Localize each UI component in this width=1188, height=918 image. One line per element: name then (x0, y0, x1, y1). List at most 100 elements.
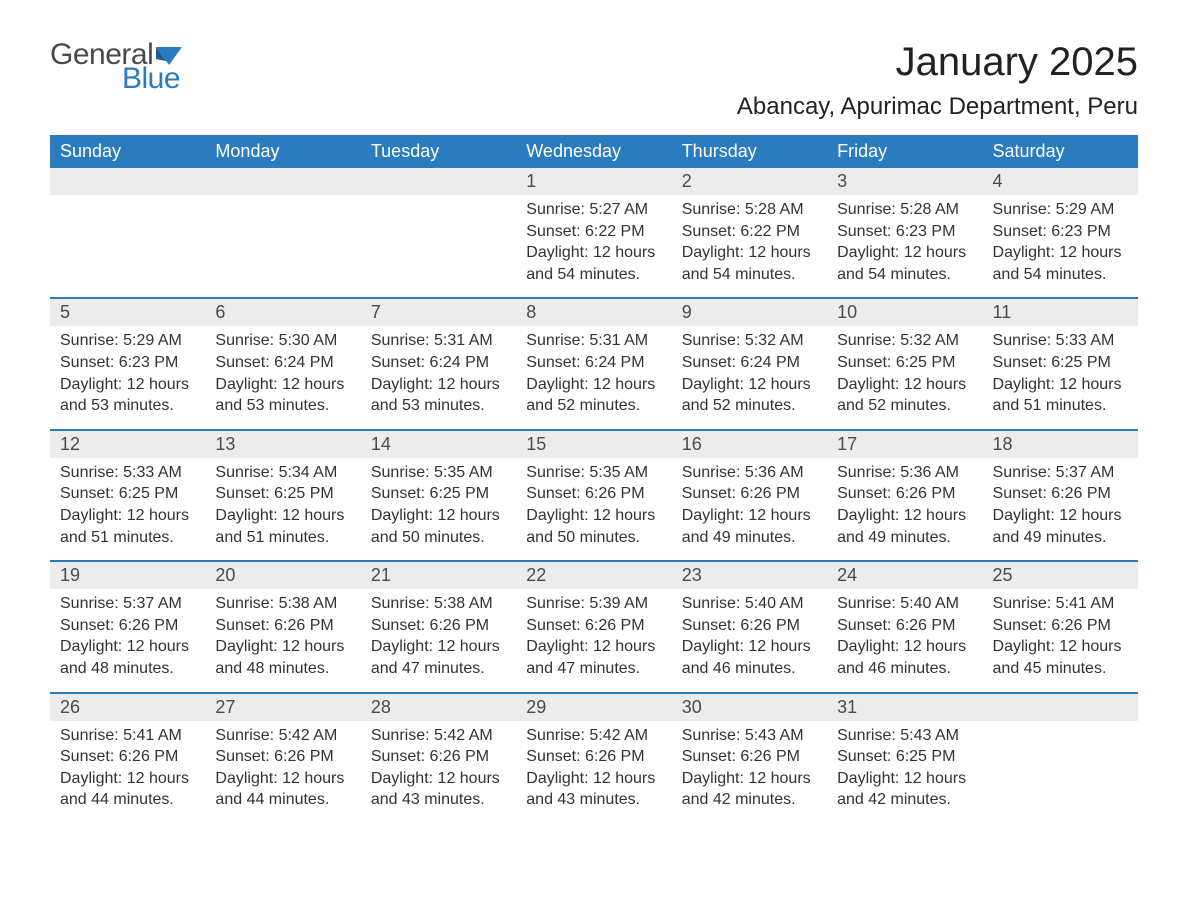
day-cell (205, 168, 360, 297)
day-details: Sunrise: 5:40 AMSunset: 6:26 PMDaylight:… (672, 589, 827, 679)
day-number: 21 (361, 562, 516, 589)
daylight-text: Daylight: 12 hours and 47 minutes. (526, 636, 661, 679)
sunrise-text: Sunrise: 5:40 AM (682, 593, 817, 615)
sunrise-text: Sunrise: 5:28 AM (682, 199, 817, 221)
daylight-text: Daylight: 12 hours and 46 minutes. (837, 636, 972, 679)
sunset-text: Sunset: 6:24 PM (215, 352, 350, 374)
sunset-text: Sunset: 6:26 PM (837, 615, 972, 637)
sunset-text: Sunset: 6:26 PM (993, 483, 1128, 505)
sunrise-text: Sunrise: 5:41 AM (60, 725, 195, 747)
day-cell: 1Sunrise: 5:27 AMSunset: 6:22 PMDaylight… (516, 168, 671, 297)
sunrise-text: Sunrise: 5:43 AM (682, 725, 817, 747)
daylight-text: Daylight: 12 hours and 54 minutes. (682, 242, 817, 285)
day-cell: 23Sunrise: 5:40 AMSunset: 6:26 PMDayligh… (672, 562, 827, 691)
sunset-text: Sunset: 6:26 PM (682, 615, 817, 637)
day-number: 12 (50, 431, 205, 458)
day-cell: 14Sunrise: 5:35 AMSunset: 6:25 PMDayligh… (361, 431, 516, 560)
day-details: Sunrise: 5:43 AMSunset: 6:26 PMDaylight:… (672, 721, 827, 811)
sunrise-text: Sunrise: 5:40 AM (837, 593, 972, 615)
calendar: SundayMondayTuesdayWednesdayThursdayFrid… (50, 135, 1138, 823)
day-number: 24 (827, 562, 982, 589)
day-cell: 27Sunrise: 5:42 AMSunset: 6:26 PMDayligh… (205, 694, 360, 823)
day-details: Sunrise: 5:41 AMSunset: 6:26 PMDaylight:… (50, 721, 205, 811)
sunrise-text: Sunrise: 5:37 AM (993, 462, 1128, 484)
daylight-text: Daylight: 12 hours and 54 minutes. (526, 242, 661, 285)
day-details: Sunrise: 5:38 AMSunset: 6:26 PMDaylight:… (361, 589, 516, 679)
sunset-text: Sunset: 6:26 PM (837, 483, 972, 505)
day-number: 23 (672, 562, 827, 589)
daylight-text: Daylight: 12 hours and 42 minutes. (837, 768, 972, 811)
daylight-text: Daylight: 12 hours and 50 minutes. (371, 505, 506, 548)
day-details: Sunrise: 5:36 AMSunset: 6:26 PMDaylight:… (672, 458, 827, 548)
sunrise-text: Sunrise: 5:43 AM (837, 725, 972, 747)
sunset-text: Sunset: 6:26 PM (682, 483, 817, 505)
day-number: 25 (983, 562, 1138, 589)
daylight-text: Daylight: 12 hours and 44 minutes. (215, 768, 350, 811)
day-cell (50, 168, 205, 297)
sunrise-text: Sunrise: 5:32 AM (682, 330, 817, 352)
day-number: 15 (516, 431, 671, 458)
sunrise-text: Sunrise: 5:37 AM (60, 593, 195, 615)
sunset-text: Sunset: 6:26 PM (526, 746, 661, 768)
day-details: Sunrise: 5:40 AMSunset: 6:26 PMDaylight:… (827, 589, 982, 679)
day-cell: 25Sunrise: 5:41 AMSunset: 6:26 PMDayligh… (983, 562, 1138, 691)
day-details: Sunrise: 5:37 AMSunset: 6:26 PMDaylight:… (983, 458, 1138, 548)
sunrise-text: Sunrise: 5:42 AM (215, 725, 350, 747)
sunrise-text: Sunrise: 5:32 AM (837, 330, 972, 352)
week-row: 1Sunrise: 5:27 AMSunset: 6:22 PMDaylight… (50, 168, 1138, 297)
day-number: 13 (205, 431, 360, 458)
sunset-text: Sunset: 6:26 PM (682, 746, 817, 768)
day-details: Sunrise: 5:33 AMSunset: 6:25 PMDaylight:… (983, 326, 1138, 416)
day-number: 20 (205, 562, 360, 589)
day-details: Sunrise: 5:35 AMSunset: 6:25 PMDaylight:… (361, 458, 516, 548)
sunrise-text: Sunrise: 5:39 AM (526, 593, 661, 615)
day-number: 2 (672, 168, 827, 195)
day-cell: 26Sunrise: 5:41 AMSunset: 6:26 PMDayligh… (50, 694, 205, 823)
sunrise-text: Sunrise: 5:30 AM (215, 330, 350, 352)
day-details: Sunrise: 5:31 AMSunset: 6:24 PMDaylight:… (516, 326, 671, 416)
day-cell: 29Sunrise: 5:42 AMSunset: 6:26 PMDayligh… (516, 694, 671, 823)
day-details: Sunrise: 5:39 AMSunset: 6:26 PMDaylight:… (516, 589, 671, 679)
daylight-text: Daylight: 12 hours and 43 minutes. (526, 768, 661, 811)
day-cell: 11Sunrise: 5:33 AMSunset: 6:25 PMDayligh… (983, 299, 1138, 428)
sunset-text: Sunset: 6:26 PM (371, 746, 506, 768)
sunrise-text: Sunrise: 5:34 AM (215, 462, 350, 484)
day-header: Monday (205, 135, 360, 168)
day-number (205, 168, 360, 195)
day-number (50, 168, 205, 195)
sunset-text: Sunset: 6:24 PM (526, 352, 661, 374)
daylight-text: Daylight: 12 hours and 49 minutes. (682, 505, 817, 548)
day-cell: 28Sunrise: 5:42 AMSunset: 6:26 PMDayligh… (361, 694, 516, 823)
daylight-text: Daylight: 12 hours and 50 minutes. (526, 505, 661, 548)
day-cell: 3Sunrise: 5:28 AMSunset: 6:23 PMDaylight… (827, 168, 982, 297)
sunrise-text: Sunrise: 5:27 AM (526, 199, 661, 221)
day-number: 27 (205, 694, 360, 721)
day-number: 31 (827, 694, 982, 721)
day-number: 22 (516, 562, 671, 589)
day-cell (361, 168, 516, 297)
sunset-text: Sunset: 6:25 PM (993, 352, 1128, 374)
sunrise-text: Sunrise: 5:42 AM (526, 725, 661, 747)
day-cell: 2Sunrise: 5:28 AMSunset: 6:22 PMDaylight… (672, 168, 827, 297)
day-number: 8 (516, 299, 671, 326)
logo-text-blue: Blue (122, 64, 182, 94)
day-cell: 30Sunrise: 5:43 AMSunset: 6:26 PMDayligh… (672, 694, 827, 823)
day-cell: 13Sunrise: 5:34 AMSunset: 6:25 PMDayligh… (205, 431, 360, 560)
daylight-text: Daylight: 12 hours and 53 minutes. (215, 374, 350, 417)
daylight-text: Daylight: 12 hours and 43 minutes. (371, 768, 506, 811)
title-block: January 2025 Abancay, Apurimac Departmen… (737, 40, 1138, 121)
week-row: 12Sunrise: 5:33 AMSunset: 6:25 PMDayligh… (50, 429, 1138, 560)
sunrise-text: Sunrise: 5:33 AM (60, 462, 195, 484)
sunset-text: Sunset: 6:25 PM (215, 483, 350, 505)
day-cell: 19Sunrise: 5:37 AMSunset: 6:26 PMDayligh… (50, 562, 205, 691)
daylight-text: Daylight: 12 hours and 53 minutes. (60, 374, 195, 417)
sunrise-text: Sunrise: 5:35 AM (526, 462, 661, 484)
day-number: 10 (827, 299, 982, 326)
day-details: Sunrise: 5:38 AMSunset: 6:26 PMDaylight:… (205, 589, 360, 679)
sunset-text: Sunset: 6:25 PM (60, 483, 195, 505)
sunset-text: Sunset: 6:26 PM (993, 615, 1128, 637)
day-number: 17 (827, 431, 982, 458)
daylight-text: Daylight: 12 hours and 44 minutes. (60, 768, 195, 811)
day-cell: 10Sunrise: 5:32 AMSunset: 6:25 PMDayligh… (827, 299, 982, 428)
day-number (983, 694, 1138, 721)
